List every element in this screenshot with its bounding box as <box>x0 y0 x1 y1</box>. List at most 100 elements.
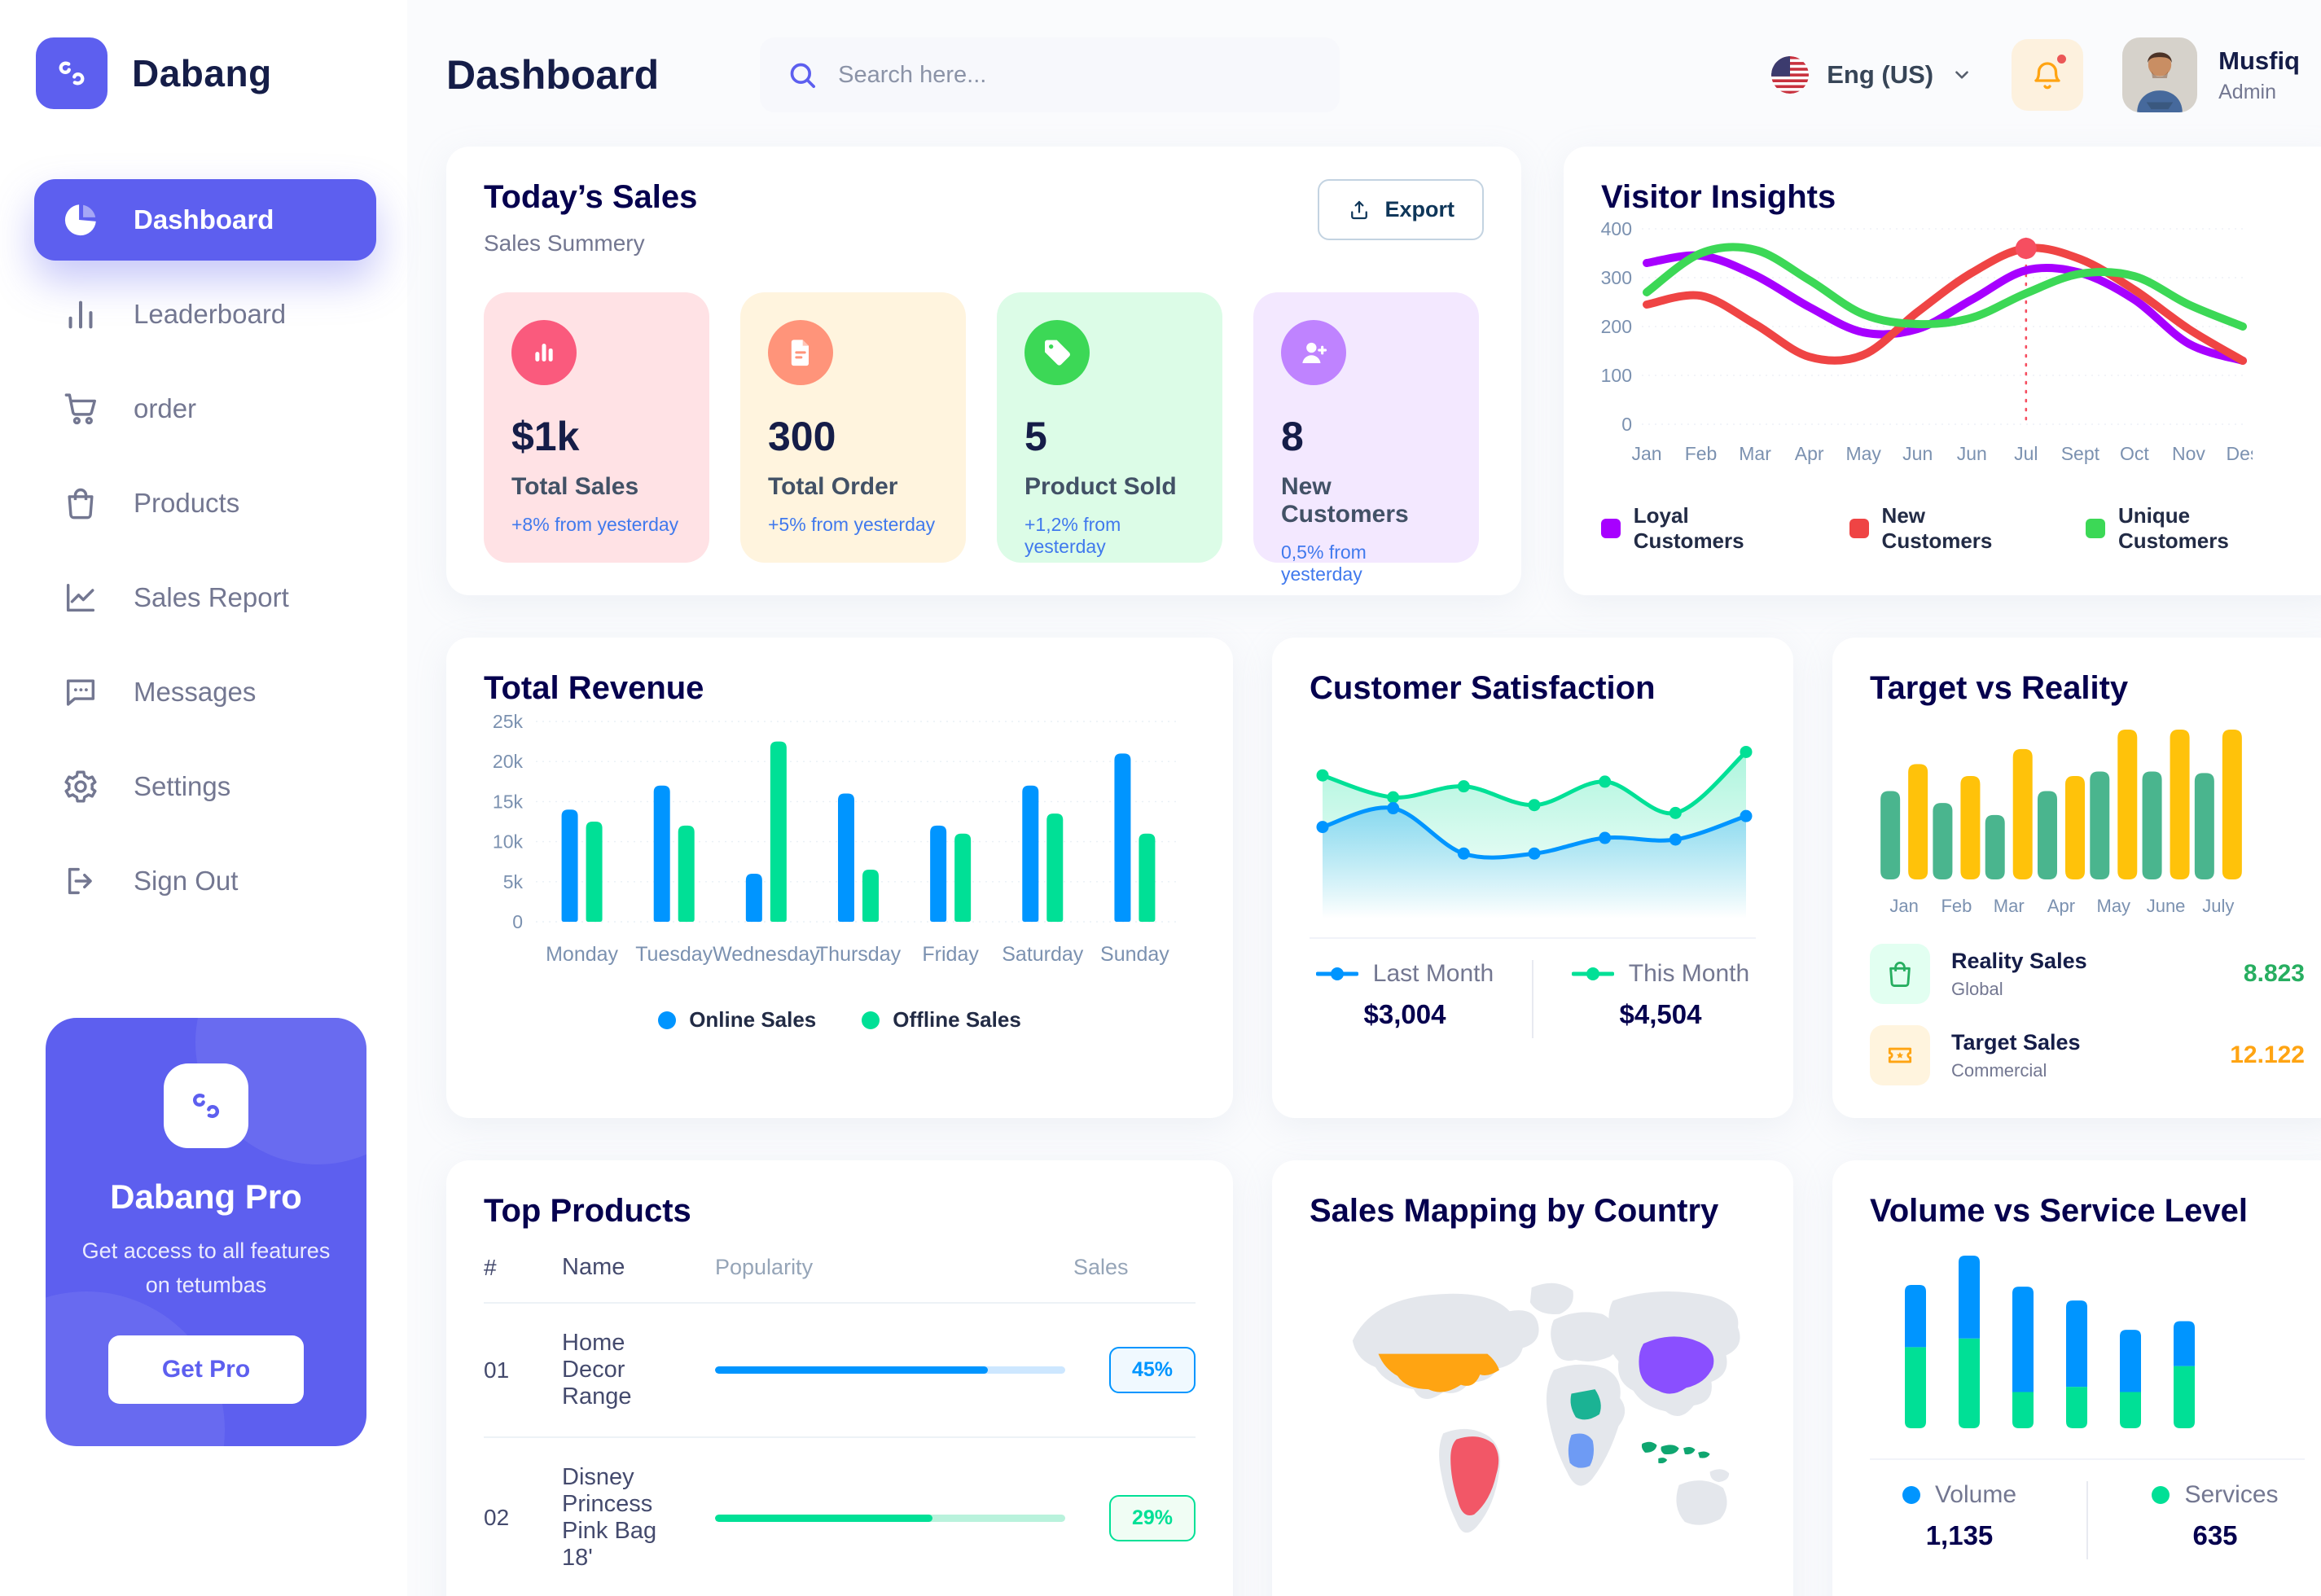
summary-label: New Customers <box>1281 473 1409 528</box>
summary-delta: +5% from yesterday <box>768 514 936 535</box>
avatar <box>2122 37 2198 112</box>
legend-item-target-sales: Target Sales Commercial 12.122 <box>1870 1025 2305 1085</box>
legend-label-row: Last Month <box>1315 960 1494 988</box>
customer-satisfaction-legend: Last Month $3,004 This Month $4,504 <box>1310 960 1756 1038</box>
svg-text:5k: 5k <box>503 871 524 892</box>
brand-name: Dabang <box>132 52 272 94</box>
language-selector[interactable]: Eng (US) <box>1771 56 1972 94</box>
map-country-dr-congo[interactable] <box>1568 1433 1594 1468</box>
map-country-china[interactable] <box>1638 1336 1713 1394</box>
map-country-united-states[interactable] <box>1378 1353 1499 1392</box>
export-button[interactable]: Export <box>1318 179 1484 240</box>
user-info: Musfiq Admin <box>2218 46 2300 104</box>
legend-label: Volume <box>1934 1481 2017 1508</box>
column-header-num: # <box>484 1254 497 1280</box>
customer-satisfaction-card: Customer Satisfaction Last Month $3,004 Th… <box>1272 638 1793 1118</box>
svg-text:15k: 15k <box>493 791 524 812</box>
sales-summary-card-2: 300 Total Order +5% from yesterday <box>740 292 966 563</box>
sidebar-item-label: Messages <box>134 677 257 707</box>
svg-text:Saturday: Saturday <box>1002 943 1084 966</box>
chart-icon <box>511 320 577 385</box>
sidebar-item-order[interactable]: order <box>34 368 376 449</box>
legend-label: This Month <box>1628 960 1750 987</box>
legend-swatch <box>862 1011 880 1029</box>
svg-text:Jun: Jun <box>1957 443 1987 464</box>
sidebar-item-sales-report[interactable]: Sales Report <box>34 557 376 638</box>
sidebar-item-label: order <box>134 393 197 423</box>
legend-label: New Customers <box>1881 503 1993 553</box>
svg-text:Apr: Apr <box>1795 443 1824 464</box>
product-sales: 45% <box>1073 1347 1196 1393</box>
svg-text:200: 200 <box>1601 316 1632 337</box>
map-continent <box>1709 1469 1729 1483</box>
map-country-saudi-arabia[interactable] <box>1570 1389 1601 1420</box>
cart-icon <box>62 390 99 428</box>
legend-swatch <box>1849 519 1869 538</box>
search-input[interactable] <box>838 61 1314 89</box>
svg-text:0: 0 <box>512 911 523 932</box>
tag-icon <box>1024 320 1090 385</box>
svg-text:Friday: Friday <box>922 943 979 966</box>
sidebar-item-sign-out[interactable]: Sign Out <box>34 840 376 922</box>
legend-name: Target Sales <box>1951 1029 2081 1054</box>
progress-fill <box>715 1514 932 1522</box>
promo-title: Dabang Pro <box>110 1177 302 1216</box>
volume-service-card: Volume vs Service Level Volume 1,135 Servi… <box>1832 1160 2321 1596</box>
legend-label-row: Volume <box>1902 1481 2016 1509</box>
summary-value: 8 <box>1281 414 1304 459</box>
product-rank: 01 <box>484 1357 510 1383</box>
top-products-title: Top Products <box>484 1193 691 1229</box>
summary-label: Total Order <box>768 473 898 500</box>
visitor-insights-card: Visitor Insights 0 100 200 300 400 Jan Feb Mar A… <box>1564 147 2321 595</box>
search-bar[interactable] <box>760 37 1340 112</box>
target-vs-reality-legend: Reality Sales Global 8.823 Target Sales Comm… <box>1870 944 2305 1085</box>
map-country-indonesia[interactable] <box>1641 1441 1710 1464</box>
line-chart-icon <box>62 579 99 616</box>
legend-scope: Global <box>1951 978 2003 999</box>
promo-logo-icon <box>164 1063 248 1148</box>
legend-marker <box>1571 967 1614 980</box>
export-label: Export <box>1384 197 1454 221</box>
legend-value: 12.122 <box>2230 1041 2305 1068</box>
legend-item-this-month: This Month $4,504 <box>1571 960 1750 1030</box>
legend-label-row: This Month <box>1571 960 1750 988</box>
notifications-button[interactable] <box>2012 39 2084 111</box>
bar-chart-icon <box>62 296 99 333</box>
export-icon <box>1351 200 1368 219</box>
us-flag-icon <box>1771 56 1810 94</box>
sales-summary-card-3: 5 Product Sold +1,2% from yesterday <box>997 292 1222 563</box>
message-icon <box>62 673 99 711</box>
total-revenue-title: Total Revenue <box>484 670 704 706</box>
get-pro-button[interactable]: Get Pro <box>107 1335 305 1404</box>
legend-divider <box>1532 960 1533 1038</box>
summary-delta: +1,2% from yesterday <box>1024 514 1121 557</box>
svg-text:Jan: Jan <box>1889 896 1918 916</box>
svg-text:Nov: Nov <box>2172 443 2205 464</box>
sidebar-item-dashboard[interactable]: Dashboard <box>34 179 376 261</box>
brand: Dabang <box>34 33 376 109</box>
legend-marker <box>1315 967 1358 980</box>
summary-value: 5 <box>1024 414 1047 459</box>
svg-text:Jun: Jun <box>1902 443 1933 464</box>
legend-item-volume: Volume 1,135 <box>1870 1481 2049 1551</box>
legend-value: 1,135 <box>1925 1520 1994 1550</box>
sidebar-item-products[interactable]: Products <box>34 463 376 544</box>
total-revenue-chart: 0 5k 10k 15k 20k 25k Monday Tuesday Wednesday Thu… <box>484 707 1196 998</box>
map-country-brazil[interactable] <box>1450 1436 1498 1515</box>
sidebar-item-leaderboard[interactable]: Leaderboard <box>34 274 376 355</box>
legend-label: Services <box>2184 1481 2279 1508</box>
sales-badge: 45% <box>1109 1347 1196 1393</box>
customer-satisfaction-title: Customer Satisfaction <box>1310 670 1656 706</box>
sidebar-item-settings[interactable]: Settings <box>34 746 376 827</box>
profile-menu[interactable]: Musfiq Admin <box>2122 37 2321 112</box>
today-sales-title: Today’s Sales <box>484 179 698 215</box>
legend-value: $4,504 <box>1619 999 1702 1029</box>
bell-icon <box>2034 62 2060 90</box>
promo-subtitle: Get access to all features on tetumbas <box>81 1239 331 1297</box>
promo-card: Dabang Pro Get access to all features on… <box>46 1018 366 1446</box>
svg-text:Sept: Sept <box>2061 443 2100 464</box>
sidebar-item-messages[interactable]: Messages <box>34 651 376 733</box>
svg-text:Sunday: Sunday <box>1100 943 1169 966</box>
header-right: Eng (US) Musfiq Admin <box>1771 37 2321 112</box>
